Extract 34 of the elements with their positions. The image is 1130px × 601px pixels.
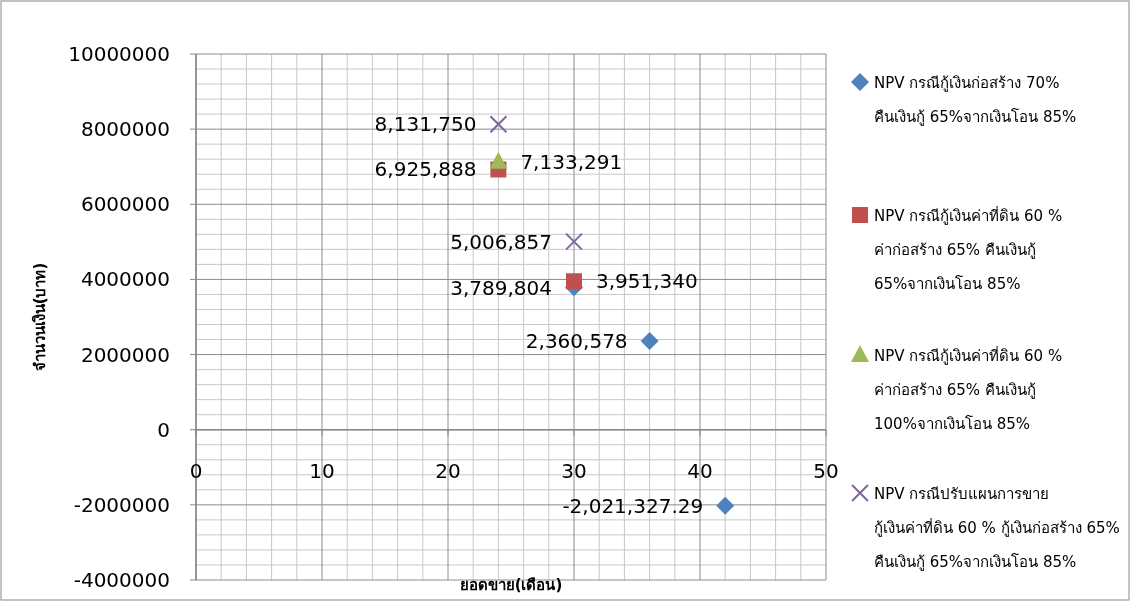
legend-label: NPV กรณีกู้เงินค่าที่ดิน 60 % ค่าก่อสร้าง 65% คืนเงินกู้ 100%จากเงินโอน 85% [874,345,1063,433]
legend-label: NPV กรณีกู้เงินค่าที่ดิน 60 % ค่าก่อสร้าง 65% คืนเงินกู้ 65%จากเงินโอน 85% [874,205,1063,293]
x-axis-title: ยอดขาย(เดือน) [459,576,563,594]
data-label: 7,133,291 [520,149,623,174]
x-tick-label: 0 [189,458,203,483]
y-tick-label: 6000000 [80,192,170,217]
data-label: -2,021,327.29 [562,493,704,518]
y-tick-label: 4000000 [80,267,170,292]
data-label: 8,131,750 [374,112,477,137]
y-tick-label: -2000000 [73,492,170,517]
point [489,151,508,169]
data-label: 3,789,804 [450,276,552,301]
x-tick-label: 20 [435,458,461,483]
data-label: 3,951,340 [596,269,698,294]
y-tick-label: 8000000 [80,117,170,142]
legend-label: NPV กรณีปรับแผนการขาย กู้เงินค่าที่ดิน 60 % กู้เงินก่อสร้าง 65% คืนเงินกู้ 65%จากเงินโอน 85% [874,485,1120,571]
data-label: 6,925,888 [374,157,477,182]
x-tick-label: 10 [309,458,335,483]
point [716,496,735,515]
data-label: 2,360,578 [525,329,628,354]
data-label: 5,006,857 [450,229,552,254]
point [565,232,583,251]
x-tick-label: 40 [687,458,713,483]
point [640,332,659,351]
x-tick-label: 50 [813,458,839,483]
y-tick-label: 10000000 [68,42,170,66]
y-axis-title: จำนวนเงิน(บาท) [31,262,49,372]
y-tick-label: 0 [157,417,170,442]
point [489,115,508,134]
x-tick-label: 30 [561,458,587,483]
legend-label: NPV กรณีกู้เงินก่อสร้าง 70% คืนเงินกู้ 65%จากเงินโอน 85% [874,74,1077,126]
y-tick-label: -4000000 [73,568,170,592]
point [566,273,582,290]
y-tick-label: 2000000 [80,342,170,367]
